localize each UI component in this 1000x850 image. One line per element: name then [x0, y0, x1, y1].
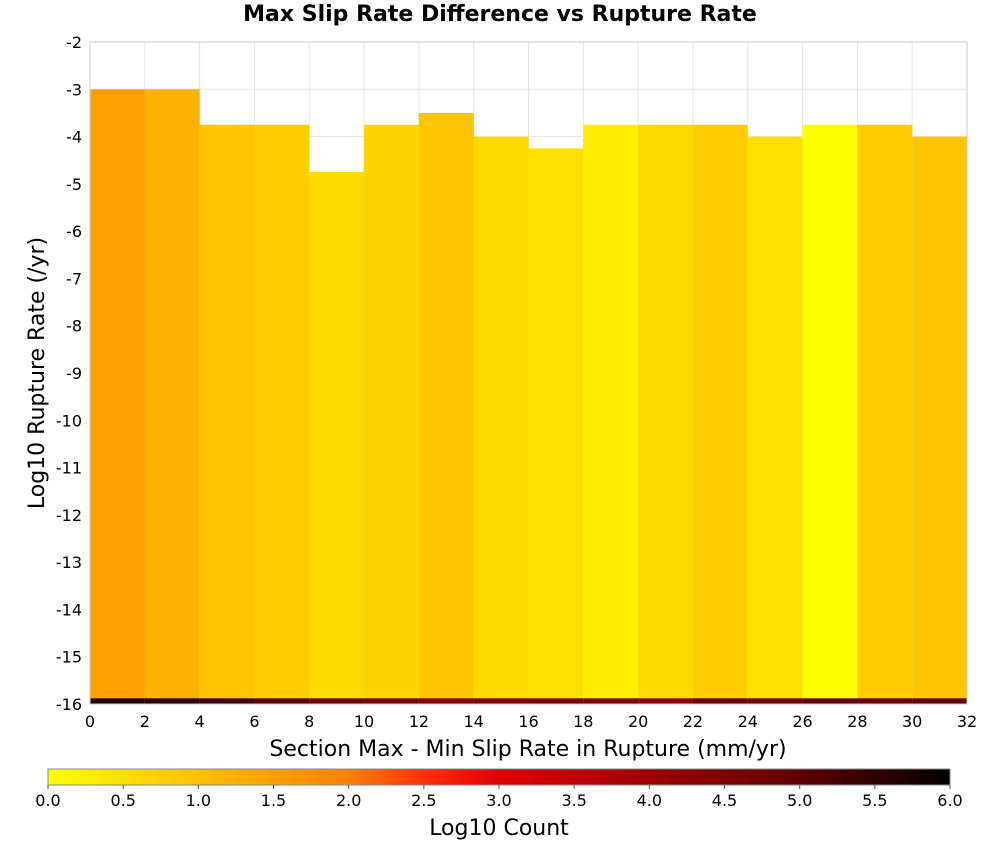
colorbar-tick-label: 6.0	[937, 791, 962, 810]
plot-area	[89, 41, 968, 705]
heatmap-cell-bottom	[747, 698, 803, 704]
colorbar-tick-label: 0.5	[110, 791, 135, 810]
heatmap-cell	[692, 124, 748, 704]
colorbar-tick-label: 0.0	[35, 791, 60, 810]
heatmap-cell	[857, 124, 913, 704]
y-tick-label: -8	[66, 317, 82, 336]
colorbar	[47, 768, 951, 786]
y-tick-label: -5	[66, 175, 82, 194]
heatmap-cell-bottom	[199, 698, 255, 704]
x-tick-label: 14	[464, 712, 484, 731]
heatmap-cell-bottom	[912, 698, 967, 704]
heatmap-cell	[90, 89, 145, 705]
y-tick-label: -11	[56, 459, 82, 478]
x-tick-label: 16	[518, 712, 538, 731]
x-tick-label: 4	[195, 712, 205, 731]
heatmap-cell-bottom	[692, 698, 748, 704]
colorbar-tick-label: 4.5	[712, 791, 737, 810]
y-tick-label: -6	[66, 222, 82, 241]
x-tick-label: 8	[304, 712, 314, 731]
y-tick-label: -12	[56, 506, 82, 525]
y-tick-label: -15	[56, 648, 82, 667]
heatmap-cell-bottom	[90, 698, 145, 704]
colorbar-tick-label: 3.0	[486, 791, 511, 810]
heatmap-cell	[528, 148, 584, 705]
y-tick-label: -7	[66, 269, 82, 288]
heatmap-cell	[912, 136, 967, 705]
x-tick-label: 24	[738, 712, 758, 731]
colorbar-tick-label: 2.0	[336, 791, 361, 810]
colorbar-tick-label: 3.5	[561, 791, 586, 810]
heatmap-cell	[473, 136, 529, 705]
heatmap-cell	[638, 124, 693, 704]
heatmap-cell-bottom	[144, 698, 200, 704]
y-tick-label: -4	[66, 128, 82, 147]
colorbar-tick-label: 4.0	[637, 791, 662, 810]
heatmap-cell-bottom	[528, 698, 584, 704]
y-tick-label: -9	[66, 364, 82, 383]
x-tick-label: 26	[792, 712, 812, 731]
colorbar-tick-label: 5.0	[787, 791, 812, 810]
heatmap-cell-bottom	[309, 698, 365, 704]
x-tick-label: 0	[85, 712, 95, 731]
x-axis-label: Section Max - Min Slip Rate in Rupture (…	[269, 737, 786, 762]
heatmap-cell-bottom	[364, 698, 419, 704]
heatmap-cell-bottom	[638, 698, 693, 704]
colorbar-tick-label: 1.0	[186, 791, 211, 810]
heatmap-cell-bottom	[473, 698, 529, 704]
x-tick-label: 12	[409, 712, 429, 731]
x-tick-label: 30	[902, 712, 922, 731]
heatmap-cell	[199, 124, 255, 704]
heatmap-cell-bottom	[857, 698, 913, 704]
heatmap-cell	[144, 89, 200, 705]
x-tick-labels: 0 2 4 6 8 10 12 14 16 18 20 22 24 26 28 30 32	[85, 712, 977, 731]
chart-title: Max Slip Rate Difference vs Rupture Rate	[243, 2, 757, 27]
heatmap-cell	[364, 124, 419, 704]
heatmap-cell	[309, 172, 365, 705]
x-tick-label: 32	[957, 712, 977, 731]
y-axis-label: Log10 Rupture Rate (/yr)	[25, 237, 50, 509]
y-tick-label: -14	[56, 600, 82, 619]
y-tick-label: -13	[56, 553, 82, 572]
heatmap-cell-bottom	[583, 698, 639, 704]
x-tick-label: 6	[249, 712, 259, 731]
y-tick-labels: -2 -3 -4 -5 -6 -7 -8 -9 -10 -11 -12 -13 -14 -15 -16	[56, 33, 82, 714]
x-tick-label: 22	[683, 712, 703, 731]
colorbar-label: Log10 Count	[429, 816, 569, 841]
x-tick-label: 10	[354, 712, 374, 731]
heatmap-cell-bottom	[802, 698, 858, 704]
colorbar-tick-label: 5.5	[862, 791, 887, 810]
plot-frame	[89, 41, 968, 705]
x-tick-label: 28	[847, 712, 867, 731]
heatmap-cell	[254, 124, 310, 704]
heatmap-cell-bottom	[254, 698, 310, 704]
heatmap-cell	[583, 124, 639, 704]
heatmap-cell-bottom	[418, 698, 474, 704]
colorbar-tick-labels: 0.0 0.5 1.0 1.5 2.0 2.5 3.0 3.5 4.0 4.5 5.0 5.5 6.0	[35, 785, 963, 810]
x-tick-label: 2	[140, 712, 150, 731]
y-tick-label: -10	[56, 411, 82, 430]
colorbar-tick-label: 2.5	[411, 791, 436, 810]
x-tick-label: 20	[628, 712, 648, 731]
heatmap-cell	[802, 124, 858, 704]
heatmap-cell	[747, 136, 803, 705]
heatmap-cell	[418, 112, 474, 704]
colorbar-tick-label: 1.5	[261, 791, 286, 810]
y-tick-label: -16	[56, 695, 82, 714]
y-tick-label: -2	[66, 33, 82, 52]
y-tick-label: -3	[66, 80, 82, 99]
x-tick-label: 18	[573, 712, 593, 731]
